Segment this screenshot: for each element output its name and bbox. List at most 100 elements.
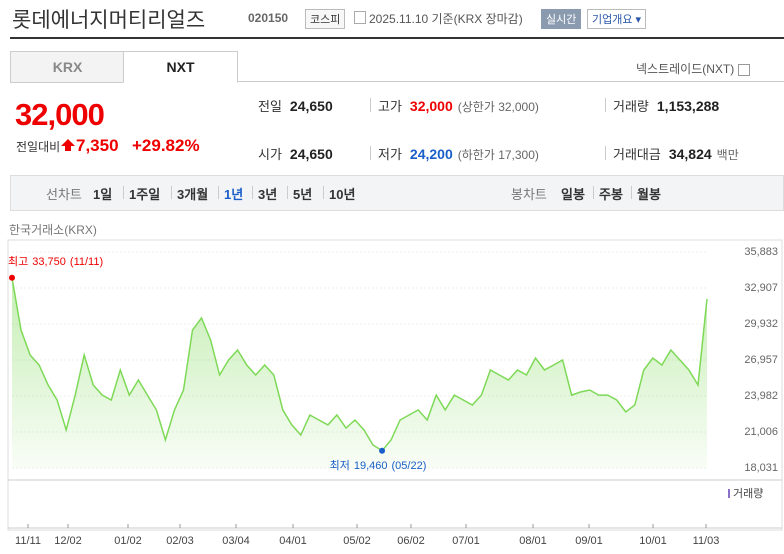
high-label: 최고	[8, 255, 28, 268]
separator	[631, 186, 632, 199]
low-date: (05/22)	[392, 460, 427, 472]
x-tick-label: 11/11	[15, 535, 41, 547]
divider	[10, 37, 784, 39]
stat-item: 시가 24,650	[258, 144, 333, 163]
x-tick-label: 09/01	[575, 535, 603, 547]
high-annotation: 최고 33,750 (11/11)	[8, 255, 103, 268]
x-tick-label: 12/02	[54, 535, 82, 547]
calendar-icon	[354, 11, 366, 24]
stat-item: 고가 32,000 (상한가 32,000)	[378, 96, 539, 115]
x-tick-label: 03/04	[222, 535, 250, 547]
separator	[605, 146, 606, 160]
x-tick-label: 11/03	[693, 535, 720, 547]
high-date: (11/11)	[70, 256, 103, 268]
price-area	[12, 277, 707, 468]
period-button[interactable]: 1주일	[129, 187, 161, 202]
realtime-badge[interactable]: 실시간	[541, 9, 582, 29]
separator	[218, 186, 219, 199]
stat-label: 시가	[258, 147, 282, 162]
stat-label: 거래대금	[613, 147, 661, 162]
tab-line	[238, 81, 784, 82]
volume-legend-icon	[728, 489, 730, 498]
separator	[593, 186, 594, 199]
stat-value: 34,824	[668, 146, 712, 162]
change-value: 7,350	[76, 136, 119, 155]
stat-label: 전일	[258, 99, 282, 114]
low-point	[379, 447, 386, 454]
y-tick-label: 21,006	[744, 426, 778, 438]
separator	[370, 98, 371, 112]
low-label: 최저	[330, 459, 350, 472]
separator	[123, 186, 124, 199]
nxt-toggle[interactable]: 넥스트레이드(NXT)	[636, 60, 750, 77]
stat-item: 전일 24,650	[258, 96, 333, 115]
x-tick-label: 04/01	[279, 535, 307, 547]
stat-item: 거래량 1,153,288	[613, 96, 719, 115]
candle-button[interactable]: 월봉	[637, 187, 661, 202]
x-tick-label: 05/02	[343, 535, 371, 547]
low-value_label: 19,460	[354, 460, 388, 472]
up-arrow	[61, 139, 75, 151]
candle-button[interactable]: 주봉	[599, 187, 623, 202]
stat-label: 거래량	[613, 99, 649, 114]
separator	[287, 186, 288, 199]
separator	[323, 186, 324, 199]
stat-value: 24,650	[289, 98, 333, 114]
y-tick-label: 23,982	[744, 390, 778, 402]
date-note: 2025.11.10 기준(KRX 장마감)	[369, 12, 523, 26]
candle-chart-label: 봉차트	[511, 187, 547, 202]
y-tick-label: 35,883	[744, 246, 778, 258]
line-chart-label: 선차트	[46, 187, 82, 202]
chart-source: 한국거래소(KRX)	[9, 223, 97, 237]
x-tick-label: 06/02	[397, 535, 425, 547]
nxt-text: 넥스트레이드(NXT)	[636, 62, 735, 76]
stat-note: (하한가 17,300)	[457, 148, 539, 162]
stat-value: 24,650	[289, 146, 333, 162]
x-tick-label: 08/01	[519, 535, 547, 547]
price-line	[11, 277, 708, 452]
company-info-button[interactable]: 기업개요 ▾	[587, 9, 647, 29]
stat-label: 고가	[378, 99, 402, 114]
x-tick-label: 01/02	[114, 535, 142, 547]
stat-item: 거래대금 34,824 백만	[613, 144, 739, 163]
x-tick-label: 02/03	[166, 535, 194, 547]
stat-note: (상한가 32,000)	[457, 100, 539, 114]
separator	[171, 186, 172, 199]
checkbox[interactable]	[737, 63, 750, 76]
change-percent: +29.82%	[132, 136, 200, 155]
market-badge: 코스피	[305, 9, 346, 29]
y-tick-label: 29,932	[744, 318, 778, 330]
stat-value: 1,153,288	[656, 98, 720, 114]
company-info-text: 기업개요	[592, 14, 633, 26]
stat-unit: 백만	[716, 148, 739, 162]
x-tick-label: 10/01	[639, 535, 667, 547]
period-button[interactable]: 3년	[258, 187, 278, 202]
plot-frame	[7, 239, 783, 531]
y-tick-label: 26,957	[744, 354, 778, 366]
period-button[interactable]: 1일	[93, 187, 113, 202]
period-button[interactable]: 3개월	[177, 187, 209, 202]
volume-legend: 거래량	[733, 487, 763, 500]
separator	[252, 186, 253, 199]
current-price: 32,000	[15, 97, 105, 132]
low-annotation: 최저 19,460 (05/22)	[330, 459, 427, 472]
stock-code: 020150	[248, 11, 289, 25]
stat-label: 저가	[378, 147, 402, 162]
stock-name: 롯데에너지머티리얼즈	[12, 9, 206, 32]
high-point	[9, 274, 15, 281]
separator	[605, 98, 606, 112]
period-button[interactable]: 10년	[329, 187, 356, 202]
stat-value: 24,200	[409, 146, 453, 162]
x-tick-label: 07/01	[452, 535, 480, 547]
y-tick-label: 32,907	[744, 282, 778, 294]
separator	[370, 146, 371, 160]
y-tick-label: 18,031	[744, 462, 778, 474]
period-button[interactable]: 1년	[224, 187, 244, 202]
period-button[interactable]: 5년	[293, 187, 313, 202]
high-value_label: 33,750	[32, 256, 66, 268]
market-tab[interactable]: NXT	[123, 51, 238, 83]
stat-item: 저가 24,200 (하한가 17,300)	[378, 144, 539, 163]
candle-button[interactable]: 일봉	[561, 187, 585, 202]
